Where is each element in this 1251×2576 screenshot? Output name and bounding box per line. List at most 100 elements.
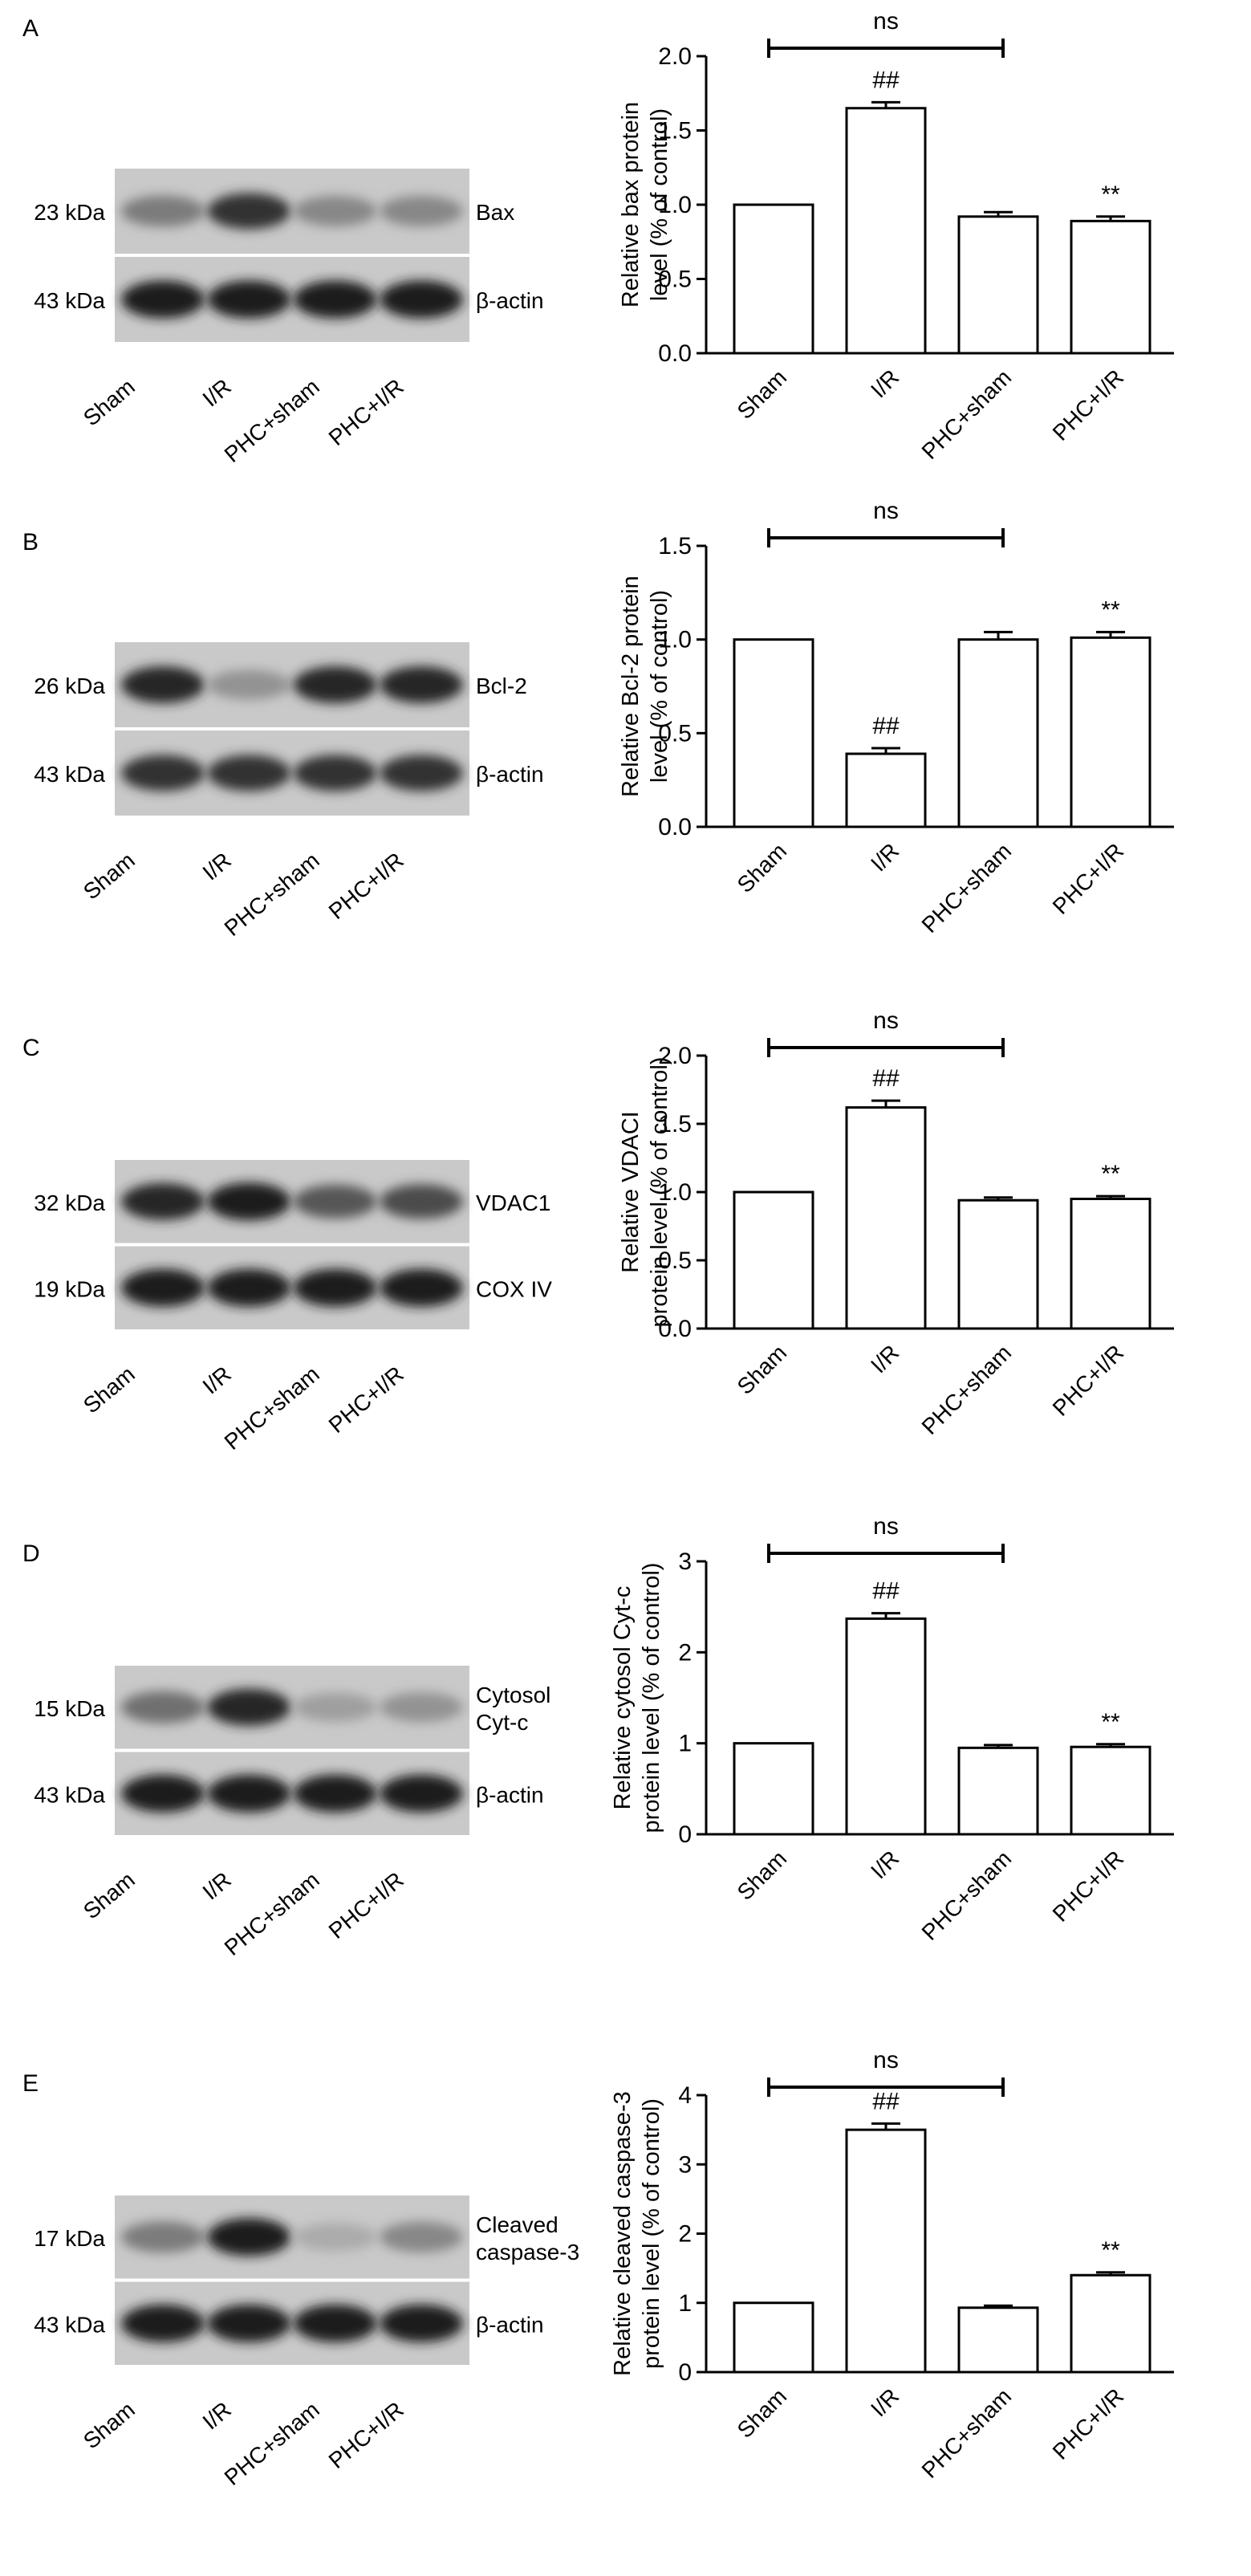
y-tick-label: 0.0 bbox=[658, 1316, 692, 1342]
y-tick-label: 2.0 bbox=[658, 43, 692, 70]
y-tick-label: 0.0 bbox=[658, 340, 692, 367]
blot-protein-label: VDAC1 bbox=[476, 1190, 550, 1215]
bar bbox=[957, 638, 1039, 828]
blot-kda-label: 32 kDa bbox=[34, 1190, 105, 1215]
y-tick-label: 2 bbox=[678, 2221, 692, 2248]
bar-chart: 0.0 0.5 1.0 1.5 2.0 Relative VDACI protein lev… bbox=[618, 1007, 1174, 1439]
x-tick-label: PHC+sham bbox=[917, 838, 1017, 938]
blot-lane-label: PHC+sham bbox=[220, 2397, 324, 2490]
y-tick-label: 4 bbox=[678, 2082, 692, 2109]
blot-lane-label: Sham bbox=[79, 2397, 140, 2454]
blot-protein-label: caspase-3 bbox=[476, 2240, 579, 2265]
y-tick-label: 0.0 bbox=[658, 814, 692, 840]
y-tick-label: 2.0 bbox=[658, 1043, 692, 1069]
bar bbox=[1070, 1198, 1151, 1330]
blot-band bbox=[121, 195, 205, 227]
blot-kda-label: 43 kDa bbox=[34, 1782, 105, 1807]
y-tick-label: 1.5 bbox=[658, 533, 692, 560]
blot-protein-label: β-actin bbox=[476, 288, 544, 313]
bar-chart: 0.0 0.5 1.0 1.5 2.0 Relative bax protein level… bbox=[618, 8, 1174, 464]
blot-band bbox=[207, 1268, 291, 1307]
blot-protein-label: Bcl-2 bbox=[476, 674, 527, 698]
y-tick-label: 3 bbox=[678, 1548, 692, 1575]
x-tick-label: I/R bbox=[866, 2383, 904, 2421]
y-axis-label: Relative VDACI bbox=[618, 1111, 644, 1272]
bar bbox=[957, 215, 1039, 355]
blot-protein-label: Cyt-c bbox=[476, 1710, 528, 1735]
bar bbox=[957, 2306, 1039, 2374]
blot-band bbox=[207, 1182, 291, 1221]
blot-band bbox=[293, 1774, 377, 1813]
y-axis-label: Relative cytosol Cyt-c bbox=[610, 1586, 636, 1810]
blot-lane-label: Sham bbox=[79, 848, 140, 905]
blot-band bbox=[380, 196, 463, 226]
blot-band bbox=[207, 280, 291, 319]
blot-band bbox=[121, 755, 205, 792]
y-tick-label: 0.5 bbox=[658, 267, 692, 293]
blot-band bbox=[207, 755, 291, 792]
blot-band bbox=[207, 669, 291, 700]
x-tick-label: Sham bbox=[733, 364, 792, 424]
significance-marker: ## bbox=[872, 67, 900, 93]
y-tick-label: 1.0 bbox=[658, 1179, 692, 1206]
blot-protein-label: Cleaved bbox=[476, 2212, 558, 2237]
y-tick-label: 1.0 bbox=[658, 192, 692, 218]
x-tick-label: PHC+I/R bbox=[1048, 1340, 1129, 1421]
blot-band bbox=[293, 755, 377, 792]
x-tick-label: PHC+I/R bbox=[1048, 1846, 1129, 1927]
y-tick-label: 1 bbox=[678, 2290, 692, 2317]
y-tick-label: 0 bbox=[678, 2359, 692, 2386]
bar-chart: 0.0 0.5 1.0 1.5 Relative Bcl-2 protein level … bbox=[618, 498, 1174, 938]
blot-band bbox=[380, 1268, 463, 1307]
blot-protein-label: β-actin bbox=[476, 1782, 544, 1807]
blot-band bbox=[380, 1774, 463, 1813]
blot-kda-label: 19 kDa bbox=[34, 1276, 105, 1301]
significance-marker: ** bbox=[1101, 596, 1120, 623]
bar bbox=[957, 1746, 1039, 1836]
y-axis-label: level (% of control) bbox=[647, 108, 672, 301]
x-tick-label: I/R bbox=[866, 1846, 904, 1883]
blot-protein-label: Cytosol bbox=[476, 1683, 550, 1707]
blot-band bbox=[293, 1268, 377, 1307]
bar bbox=[1070, 1745, 1151, 1836]
y-tick-label: 1.5 bbox=[658, 1111, 692, 1137]
blot-kda-label: 43 kDa bbox=[34, 762, 105, 787]
y-axis-label: level (% of control) bbox=[647, 590, 672, 783]
blot-protein-label: Bax bbox=[476, 200, 514, 225]
blot-band bbox=[121, 280, 205, 319]
significance-marker: ## bbox=[872, 1065, 900, 1092]
blot-kda-label: 26 kDa bbox=[34, 674, 105, 698]
blot-protein-label: β-actin bbox=[476, 2312, 544, 2337]
blot-kda-label: 43 kDa bbox=[34, 288, 105, 313]
bar bbox=[1070, 219, 1151, 355]
blot-band bbox=[293, 1184, 377, 1219]
blot-lane-label: PHC+sham bbox=[220, 1361, 324, 1455]
significance-marker: ** bbox=[1101, 1161, 1120, 1187]
y-tick-label: 1.0 bbox=[658, 627, 692, 653]
blot-band bbox=[207, 1774, 291, 1813]
significance-marker: ## bbox=[872, 1578, 900, 1605]
blot-band bbox=[207, 193, 291, 230]
x-tick-label: PHC+I/R bbox=[1048, 364, 1129, 446]
blot-kda-label: 23 kDa bbox=[34, 200, 105, 225]
panel-letter: C bbox=[22, 1035, 40, 1061]
blot-band bbox=[293, 280, 377, 319]
bar bbox=[733, 638, 814, 828]
y-axis-label: Relative Bcl-2 protein bbox=[618, 576, 644, 797]
significance-marker: ** bbox=[1101, 2237, 1120, 2264]
blot-band bbox=[380, 2221, 463, 2252]
blot-lane-label: PHC+I/R bbox=[324, 374, 408, 450]
bar bbox=[1070, 2273, 1151, 2374]
bracket-label: ns bbox=[873, 1007, 899, 1034]
blot-lane-label: PHC+I/R bbox=[324, 1867, 408, 1943]
blot-lane-label: I/R bbox=[198, 848, 236, 885]
blot-lane-label: PHC+sham bbox=[220, 848, 324, 941]
bar bbox=[845, 2128, 927, 2374]
y-tick-label: 0 bbox=[678, 1821, 692, 1848]
blot-band bbox=[293, 1692, 377, 1722]
